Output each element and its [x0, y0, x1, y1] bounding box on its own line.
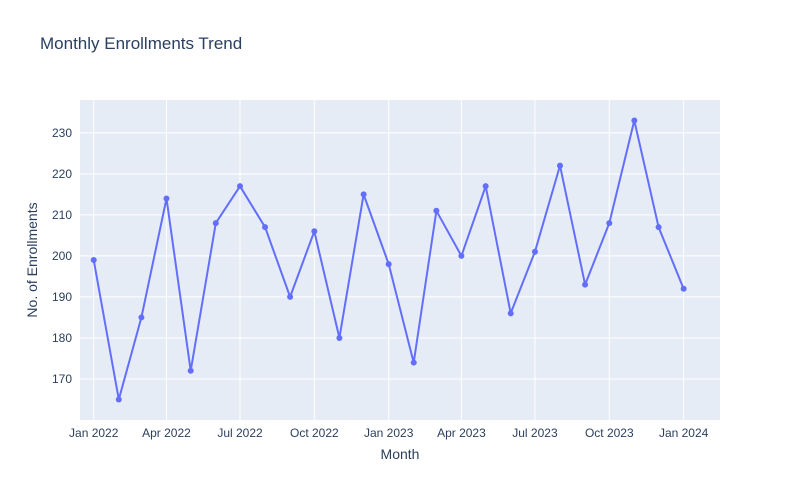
y-tick-label: 220: [52, 167, 72, 181]
y-tick-label: 170: [52, 372, 72, 386]
x-tick-label: Jan 2024: [659, 426, 709, 440]
y-tick-label: 210: [52, 208, 72, 222]
data-point: [482, 183, 489, 190]
data-point: [507, 310, 514, 317]
data-point: [655, 224, 662, 231]
data-point: [287, 293, 294, 300]
x-tick-label: Jan 2022: [69, 426, 119, 440]
y-tick-label: 230: [52, 126, 72, 140]
x-axis-title: Month: [381, 446, 420, 462]
data-point: [187, 367, 194, 374]
data-point: [212, 220, 219, 227]
y-tick-label: 180: [52, 331, 72, 345]
data-point: [163, 195, 170, 202]
data-point: [311, 228, 318, 235]
data-point: [680, 285, 687, 292]
chart-title: Monthly Enrollments Trend: [40, 34, 243, 53]
grid-lines: [80, 100, 720, 420]
y-tick-label: 190: [52, 290, 72, 304]
data-point: [458, 252, 465, 259]
x-tick-label: Apr 2022: [142, 426, 191, 440]
x-tick-label: Jan 2023: [364, 426, 414, 440]
data-point: [582, 281, 589, 288]
x-tick-label: Oct 2023: [585, 426, 634, 440]
y-axis-ticks: 170 180 190 200 210 220 230: [52, 126, 72, 386]
data-point: [138, 314, 145, 321]
x-tick-label: Apr 2023: [437, 426, 486, 440]
y-axis-title: No. of Enrollments: [24, 202, 40, 317]
data-point: [531, 248, 538, 255]
points-layer: [90, 117, 687, 403]
data-point: [262, 224, 269, 231]
data-point: [557, 162, 563, 169]
data-point: [360, 191, 367, 198]
x-tick-label: Oct 2022: [290, 426, 339, 440]
x-tick-label: Jul 2022: [217, 426, 263, 440]
data-point: [237, 183, 243, 190]
y-tick-label: 200: [52, 249, 72, 263]
data-point: [433, 207, 440, 214]
data-point: [90, 257, 97, 263]
data-point: [631, 117, 638, 124]
data-point: [336, 334, 343, 341]
data-point: [115, 396, 122, 403]
data-point: [606, 220, 613, 227]
data-point: [410, 359, 417, 366]
data-point: [385, 261, 392, 268]
x-axis-ticks: Jan 2022 Apr 2022 Jul 2022 Oct 2022 Jan 2023…: [69, 426, 709, 440]
x-tick-label: Jul 2023: [512, 426, 558, 440]
plot-area: [80, 100, 720, 420]
